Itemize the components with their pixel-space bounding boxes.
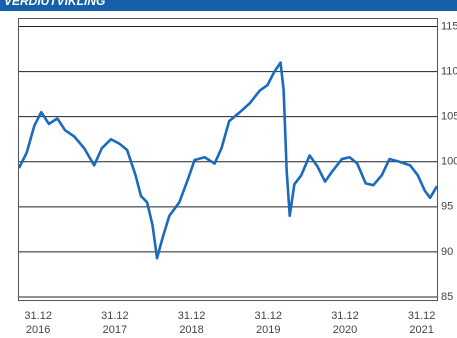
y-tick-label: 85: [441, 291, 453, 303]
x-tick-label-line: 2020: [333, 324, 357, 336]
y-tick-label: 90: [441, 246, 453, 258]
x-tick-label-line: 2018: [179, 324, 203, 336]
y-tick-label: 115: [441, 20, 457, 32]
chart-title: VERDIUTVIKLING: [4, 0, 105, 8]
x-tick-label: 31.12 2020: [331, 310, 359, 336]
x-tick-label: 31.12 2019: [255, 310, 283, 336]
x-tick-label-line: 31.12: [331, 310, 359, 322]
y-tick-label: 105: [441, 111, 457, 123]
x-tick-label-line: 2019: [256, 324, 280, 336]
y-tick-label: 95: [441, 201, 453, 213]
x-tick-label-line: 31.12: [255, 310, 283, 322]
y-tick-label: 110: [441, 65, 457, 77]
x-tick-label-line: 31.12: [178, 310, 206, 322]
x-tick-label-line: 31.12: [24, 310, 52, 322]
x-tick-label-line: 31.12: [101, 310, 129, 322]
x-tick-label-line: 2017: [103, 324, 127, 336]
y-tick-label: 100: [441, 156, 457, 168]
x-tick-label: 31.12 2017: [101, 310, 129, 336]
x-tick-label: 31.12 2016: [24, 310, 52, 336]
price-line: [17, 61, 439, 260]
x-tick-label-line: 2016: [26, 324, 50, 336]
x-tick-label: 31.12 2021: [408, 310, 436, 336]
title-bar: [0, 0, 457, 11]
x-tick-label-line: 2021: [409, 324, 433, 336]
x-tick-label: 31.12 2018: [178, 310, 206, 336]
x-tick-label-line: 31.12: [408, 310, 436, 322]
plot-frame: [18, 18, 438, 301]
